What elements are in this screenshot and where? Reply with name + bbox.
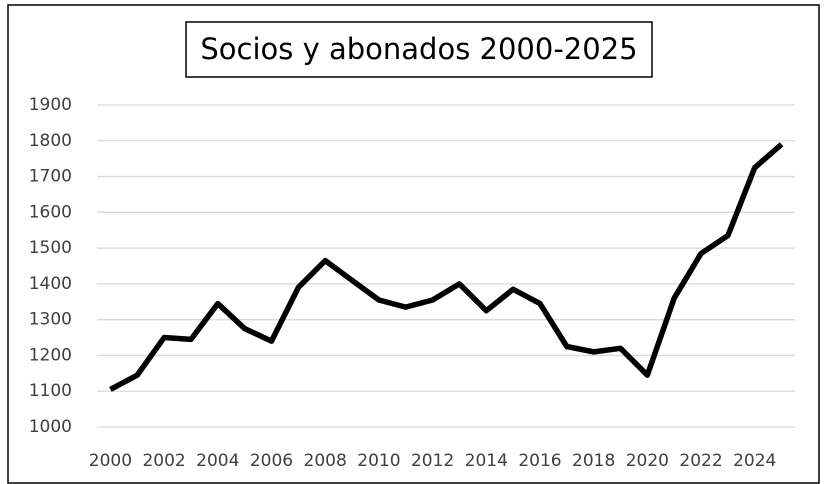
- x-tick-label: 2014: [465, 451, 508, 471]
- x-tick-label: 2020: [626, 451, 669, 471]
- x-tick-label: 2024: [733, 451, 776, 471]
- y-tick-label: 1000: [29, 417, 72, 437]
- title-box: [185, 21, 653, 78]
- y-tick-label: 1900: [29, 95, 72, 115]
- x-tick-label: 2022: [679, 451, 722, 471]
- y-tick-label: 1100: [29, 381, 72, 401]
- x-tick-label: 2006: [250, 451, 293, 471]
- y-tick-label: 1700: [29, 167, 72, 187]
- data-line: [109, 142, 784, 392]
- x-tick-label: 2004: [196, 451, 239, 471]
- y-tick-label: 1600: [29, 202, 72, 222]
- x-tick-label: 2010: [357, 451, 400, 471]
- y-tick-label: 1300: [29, 310, 72, 330]
- x-tick-label: 2002: [142, 451, 185, 471]
- y-tick-label: 1200: [29, 345, 72, 365]
- x-tick-label: 2018: [572, 451, 615, 471]
- chart-title: Socios y abonados 2000-2025: [200, 32, 637, 66]
- x-tick-label: 2016: [518, 451, 561, 471]
- x-tick-label: 2000: [89, 451, 132, 471]
- x-tick-label: 2012: [411, 451, 454, 471]
- y-tick-label: 1500: [29, 238, 72, 258]
- x-tick-label: 2008: [304, 451, 347, 471]
- chart-frame: [7, 4, 820, 484]
- y-tick-label: 1800: [29, 131, 72, 151]
- y-tick-label: 1400: [29, 274, 72, 294]
